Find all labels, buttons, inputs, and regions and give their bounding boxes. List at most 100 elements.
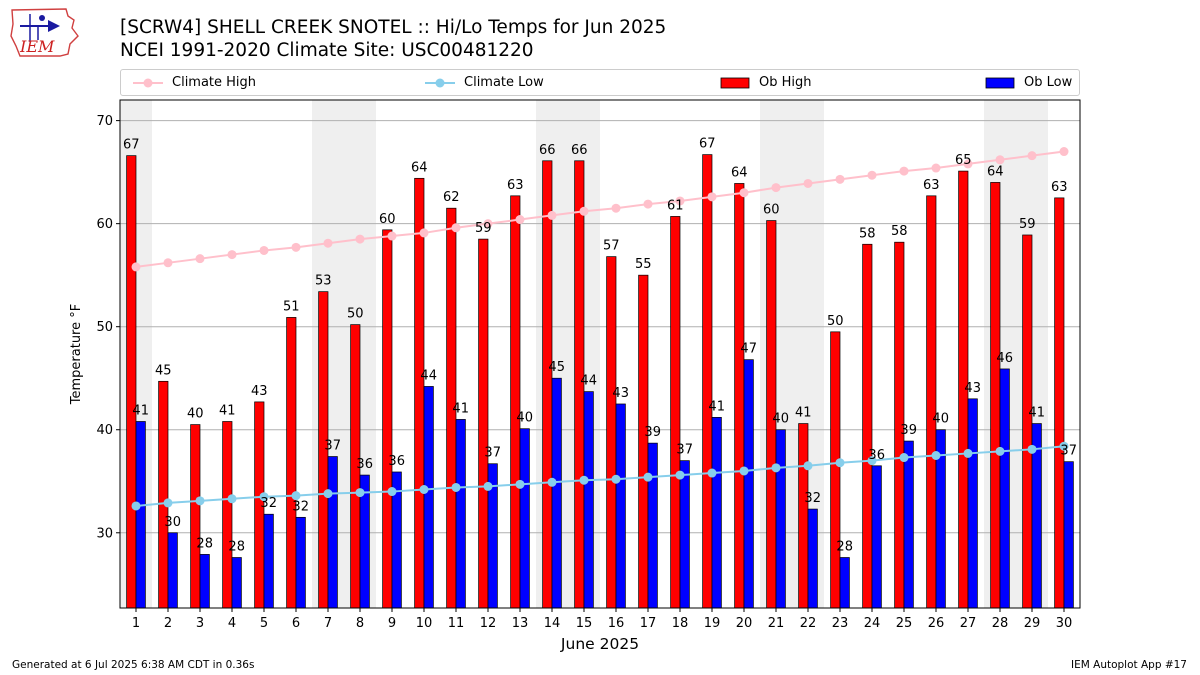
xtick-label-1: 1 (132, 616, 140, 631)
legend-item-ob-high: Ob High (720, 74, 812, 91)
climate-low-point-27 (963, 448, 973, 458)
ob-low-bar-2 (167, 532, 178, 609)
xtick-label-30: 30 (1056, 616, 1073, 631)
ob-high-label-13: 63 (507, 178, 524, 193)
xtick-label-21: 21 (768, 616, 785, 631)
ob-low-bar-30 (1063, 461, 1074, 609)
ob-low-bar-5 (263, 513, 274, 609)
ob-high-label-4: 41 (219, 403, 236, 418)
ob-low-bar-23 (839, 557, 850, 609)
xtick-label-10: 10 (416, 616, 433, 631)
ob-low-bar-20 (743, 359, 754, 609)
ob-high-label-1: 67 (123, 138, 140, 153)
climate-low-point-19 (707, 468, 717, 478)
ob-high-bar-2 (158, 380, 169, 609)
climate-low-point-30 (1059, 441, 1069, 451)
climate-low-point-16 (611, 474, 621, 484)
xtick-label-17: 17 (640, 616, 657, 631)
climate-low-point-24 (867, 456, 877, 466)
ob-low-label-18: 37 (676, 443, 693, 458)
ob-high-label-29: 59 (1019, 217, 1036, 232)
ob-high-label-21: 60 (763, 203, 780, 218)
ob-high-bar-9 (382, 229, 393, 609)
climate-high-line (135, 150, 1065, 268)
ob-low-label-22: 32 (804, 491, 821, 506)
x-axis-label: June 2025 (560, 635, 639, 653)
ob-low-swatch (985, 77, 1015, 88)
climate-high-point-18 (675, 196, 685, 206)
xtick-label-18: 18 (672, 616, 689, 631)
xtick-label-25: 25 (896, 616, 913, 631)
plot-frame (119, 99, 1081, 609)
ob-high-label-18: 61 (667, 198, 684, 213)
xtick-label-14: 14 (544, 616, 561, 631)
ob-high-label-15: 66 (571, 143, 588, 158)
climate-high-point-20 (739, 188, 749, 198)
ob-high-label-25: 58 (891, 224, 908, 239)
climate-low-point-13 (515, 479, 525, 489)
ob-low-label-9: 36 (388, 454, 405, 469)
ob-high-bar-18 (670, 216, 681, 609)
xtick-label-29: 29 (1024, 616, 1041, 631)
xtick-label-3: 3 (196, 616, 204, 631)
ob-low-bar-19 (711, 417, 722, 609)
ytick-label-30: 30 (96, 526, 113, 541)
ob-low-bar-21 (775, 429, 786, 609)
climate-low-point-20 (739, 466, 749, 476)
ob-low-bar-24 (871, 465, 882, 609)
ob-low-label-6: 32 (292, 499, 309, 514)
climate-low-point-23 (835, 458, 845, 468)
ob-high-bar-17 (638, 274, 649, 609)
xtick-label-7: 7 (324, 616, 332, 631)
chart-subtitle: NCEI 1991-2020 Climate Site: USC00481220 (120, 40, 534, 61)
app-credit: IEM Autoplot App #17 (1071, 659, 1187, 671)
xtick-label-23: 23 (832, 616, 849, 631)
ob-high-bar-29 (1022, 234, 1033, 609)
ob-low-label-20: 47 (740, 342, 757, 357)
climate-low-point-10 (419, 485, 429, 495)
ob-high-label-3: 40 (187, 407, 204, 422)
climate-low-point-9 (387, 487, 397, 497)
climate-low-point-2 (163, 498, 173, 508)
ob-high-label-2: 45 (155, 363, 172, 378)
ob-low-label-17: 39 (644, 425, 661, 440)
ob-low-bar-14 (551, 377, 562, 609)
ob-low-bar-25 (903, 440, 914, 609)
ob-low-label-12: 37 (484, 446, 501, 461)
climate-low-point-7 (323, 489, 333, 499)
ob-high-bar-19 (702, 154, 713, 609)
ytick-label-70: 70 (96, 114, 113, 129)
climate-low-point-22 (803, 461, 813, 471)
climate-high-point-26 (931, 163, 941, 173)
legend-label-climate-low: Climate Low (464, 75, 544, 90)
ob-high-bar-16 (606, 256, 617, 609)
ob-high-bar-28 (990, 182, 1001, 609)
ob-low-label-14: 45 (548, 360, 565, 375)
ob-low-label-10: 44 (420, 368, 437, 383)
xtick-label-6: 6 (292, 616, 300, 631)
climate-low-point-18 (675, 470, 685, 480)
ob-high-label-17: 55 (635, 257, 652, 272)
climate-low-point-25 (899, 453, 909, 463)
climate-high-point-30 (1059, 147, 1069, 157)
ob-low-label-5: 32 (260, 496, 277, 511)
ob-high-bar-24 (862, 243, 873, 609)
xtick-label-9: 9 (388, 616, 396, 631)
ob-high-label-12: 59 (475, 221, 492, 236)
ob-high-bar-22 (798, 423, 809, 609)
ob-high-bar-1 (126, 155, 137, 609)
climate-high-point-23 (835, 174, 845, 184)
iem-logo: IEM (8, 6, 80, 60)
ob-high-bar-26 (926, 195, 937, 609)
climate-low-line (135, 445, 1065, 507)
climate-high-point-16 (611, 203, 621, 213)
climate-high-point-21 (771, 183, 781, 193)
climate-low-point-21 (771, 463, 781, 473)
climate-high-point-25 (899, 166, 909, 176)
ob-high-label-5: 43 (251, 384, 268, 399)
xtick-label-5: 5 (260, 616, 268, 631)
ob-low-label-15: 44 (580, 374, 597, 389)
climate-high-point-29 (1027, 151, 1037, 161)
climate-low-point-4 (227, 494, 237, 504)
climate-low-point-14 (547, 477, 557, 487)
